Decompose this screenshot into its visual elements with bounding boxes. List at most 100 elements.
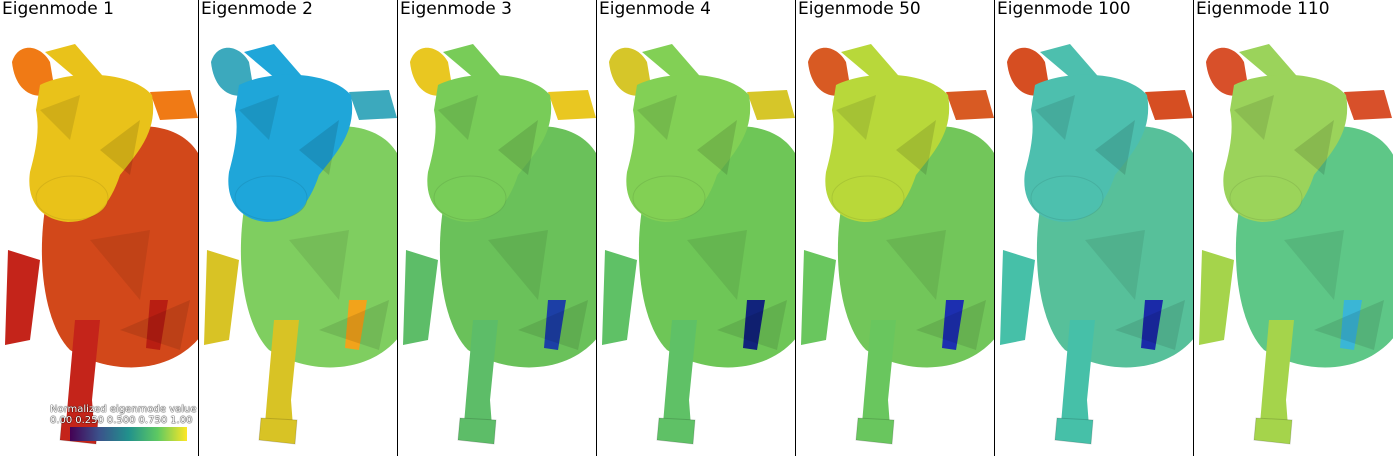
mesh-shading <box>1314 300 1384 350</box>
mesh-shading <box>717 300 787 350</box>
mesh-shading <box>1095 120 1135 175</box>
cow-front-leg <box>662 320 697 440</box>
mesh-shading <box>836 95 876 140</box>
panel-eigenmode-100: Eigenmode 100 <box>995 0 1194 456</box>
mesh-shading <box>1035 95 1075 140</box>
cow-hoof <box>1054 417 1094 445</box>
cow-muzzle <box>234 175 308 221</box>
colorbar-title: Normalized eigenmode value <box>50 404 197 415</box>
cow-muzzle <box>1030 175 1104 221</box>
cow-render <box>403 44 596 445</box>
mesh-shading <box>1294 120 1334 175</box>
cow-left-leg <box>801 250 836 345</box>
mesh-shading <box>319 300 389 350</box>
panel-title: Eigenmode 2 <box>201 0 313 19</box>
mesh-shading <box>100 120 140 175</box>
cow-right-ear <box>548 90 596 120</box>
cow-left-leg <box>1199 250 1234 345</box>
cow-left-leg <box>5 250 40 345</box>
cow-hoof <box>855 417 895 445</box>
cow-front-leg <box>264 320 299 440</box>
colorbar-ticks: 0.00 0.250 0.500 0.750 1.00 <box>50 415 198 426</box>
cow-far-leg <box>345 300 367 350</box>
cow-left-leg <box>602 250 637 345</box>
cow-right-ear <box>747 90 795 120</box>
cow-muzzle <box>831 175 905 221</box>
mesh-shading <box>916 300 986 350</box>
cow-right-ear <box>349 90 397 120</box>
panel-eigenmode-4: Eigenmode 4 <box>597 0 796 456</box>
cow-far-leg <box>1340 300 1362 350</box>
mesh-shading <box>488 230 548 300</box>
cow-front-leg <box>463 320 498 440</box>
mesh-shading <box>1085 230 1145 300</box>
colorbar-gradient <box>70 427 187 441</box>
cow-far-leg <box>1141 300 1163 350</box>
colorbar-tick: 0.00 <box>50 415 73 426</box>
cow-hoof <box>258 417 298 445</box>
cow-right-ear <box>1145 90 1193 120</box>
cow-muzzle <box>35 175 109 221</box>
mesh-shading <box>239 95 279 140</box>
mesh-shading <box>886 230 946 300</box>
cow-muzzle <box>433 175 507 221</box>
cow-hoof <box>1253 417 1293 445</box>
cow-render <box>5 44 198 445</box>
mesh-shading <box>637 95 677 140</box>
cow-front-leg <box>65 320 100 440</box>
panel-eigenmode-50: Eigenmode 50 <box>796 0 995 456</box>
mesh-shading <box>896 120 936 175</box>
colorbar-legend: Normalized eigenmode value 0.00 0.250 0.… <box>50 404 198 441</box>
cow-muzzle <box>1229 175 1303 221</box>
cow-right-ear <box>150 90 198 120</box>
colorbar-tick: 0.750 <box>138 415 168 426</box>
panel-title: Eigenmode 1 <box>2 0 114 19</box>
panel-eigenmode-110: Eigenmode 110 <box>1194 0 1393 456</box>
cow-far-leg <box>942 300 964 350</box>
mesh-shading <box>687 230 747 300</box>
cow-front-leg <box>861 320 896 440</box>
mesh-shading <box>1115 300 1185 350</box>
cow-muzzle <box>632 175 706 221</box>
panel-eigenmode-2: Eigenmode 2 <box>199 0 398 456</box>
mesh-shading <box>1234 95 1274 140</box>
mesh-shading <box>697 120 737 175</box>
cow-left-leg <box>403 250 438 345</box>
cow-render <box>602 44 795 445</box>
cow-render <box>204 44 397 445</box>
panel-title: Eigenmode 100 <box>997 0 1131 19</box>
cow-far-leg <box>743 300 765 350</box>
cow-far-leg <box>146 300 168 350</box>
cow-right-ear <box>1344 90 1392 120</box>
cow-front-leg <box>1060 320 1095 440</box>
cow-hoof <box>656 417 696 445</box>
mesh-shading <box>438 95 478 140</box>
cow-hoof <box>457 417 497 445</box>
panel-title: Eigenmode 110 <box>1196 0 1330 19</box>
colorbar-tick: 0.250 <box>75 415 104 426</box>
cow-render <box>801 44 994 445</box>
panel-title: Eigenmode 4 <box>599 0 711 19</box>
mesh-shading <box>289 230 349 300</box>
mesh-shading <box>120 300 190 350</box>
cow-render <box>1199 44 1393 445</box>
panel-eigenmode-1: Eigenmode 1 Normalized eigenmode value 0… <box>0 0 199 456</box>
colorbar-tick: 0.500 <box>106 415 136 426</box>
mesh-shading <box>299 120 339 175</box>
cow-left-leg <box>1000 250 1035 345</box>
cow-render <box>1000 44 1193 445</box>
mesh-shading <box>40 95 80 140</box>
cow-far-leg <box>544 300 566 350</box>
colorbar-tick: 1.00 <box>170 415 193 426</box>
cow-right-ear <box>946 90 994 120</box>
mesh-shading <box>90 230 150 300</box>
mesh-shading <box>1284 230 1344 300</box>
panel-title: Eigenmode 3 <box>400 0 512 19</box>
cow-left-leg <box>204 250 239 345</box>
panel-title: Eigenmode 50 <box>798 0 921 19</box>
mesh-shading <box>498 120 538 175</box>
panel-eigenmode-3: Eigenmode 3 <box>398 0 597 456</box>
mesh-shading <box>518 300 588 350</box>
cow-front-leg <box>1259 320 1294 440</box>
